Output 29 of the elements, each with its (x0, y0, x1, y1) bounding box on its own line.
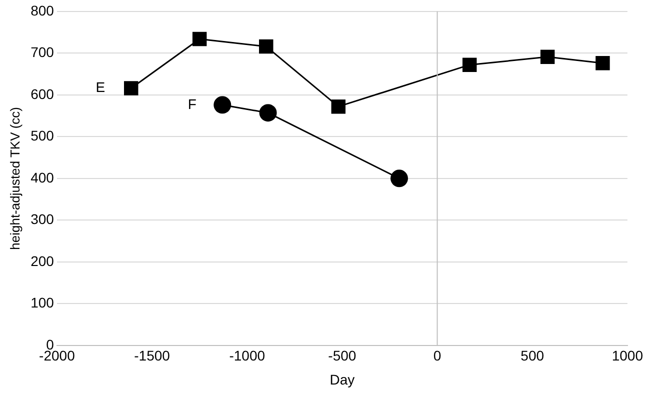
x-tick-label: -1500 (134, 348, 170, 364)
y-tick-label: 700 (30, 44, 54, 60)
y-tick-label: 300 (30, 211, 54, 228)
point (540, 50, 555, 64)
y-tick-label: 600 (30, 86, 54, 102)
point (259, 39, 274, 54)
y-axis-title: height-adjusted TKV (cc) (7, 106, 22, 250)
x-tick-label: -500 (328, 348, 356, 364)
point (462, 58, 477, 72)
x-axis-title: Day (330, 371, 355, 388)
y-tick-label: 400 (30, 169, 54, 186)
point (214, 96, 232, 114)
x-tick-label: 0 (433, 348, 442, 364)
x-tick-label: 1000 (612, 348, 644, 364)
y-tick-label: 0 (46, 336, 54, 352)
y-tick-label: 200 (30, 252, 54, 269)
point (259, 104, 277, 122)
point (124, 81, 138, 96)
point (331, 99, 346, 114)
series-label: F (188, 96, 196, 112)
series-label: E (96, 79, 106, 96)
x-tick-label: 500 (520, 348, 544, 364)
point (390, 170, 408, 188)
point (596, 56, 610, 70)
y-tick-label: 100 (30, 294, 54, 311)
x-tick-label: -1000 (229, 348, 266, 364)
y-tick-label: 800 (30, 2, 54, 18)
y-tick-label: 500 (30, 128, 54, 144)
point (192, 32, 207, 46)
